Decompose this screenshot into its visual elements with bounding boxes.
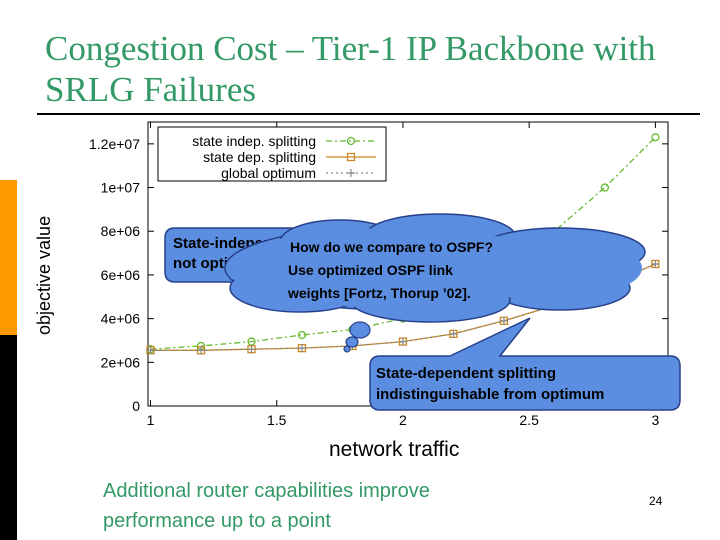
- callout-ospf-tail-1: [349, 321, 371, 339]
- point-marker: [297, 330, 307, 340]
- x-tick-label: 3: [651, 412, 659, 428]
- point-marker: [499, 316, 508, 325]
- callout-ospf-tail-2: [345, 336, 359, 348]
- point-marker: [449, 329, 458, 338]
- slide-subtitle: Additional router capabilities improve p…: [103, 480, 430, 532]
- y-tick-label: 0: [132, 398, 140, 414]
- x-tick-label: 1.5: [267, 412, 287, 428]
- x-tick-label: 2: [399, 412, 407, 428]
- callout-ospf-line-2: Use optimized OSPF link: [288, 262, 453, 278]
- sidebar-white-band: [0, 0, 17, 180]
- callout-ospf-tail-3: [343, 345, 351, 353]
- callout-state-dependent-text: State-dependent splitting indistinguisha…: [376, 365, 604, 403]
- point-marker: [197, 346, 206, 355]
- callout-ospf: How do we compare to OSPF? Use optimized…: [224, 213, 646, 353]
- title-divider: [37, 113, 700, 115]
- sidebar-orange-band: [0, 180, 17, 335]
- legend-label: state indep. splitting: [192, 133, 316, 149]
- point-marker: [346, 152, 356, 162]
- x-tick-label: 2.5: [519, 412, 539, 428]
- point-marker: [297, 344, 306, 353]
- callout-ospf-text: How do we compare to OSPF? Use optimized…: [287, 239, 497, 301]
- point-marker: [146, 346, 155, 355]
- legend-label: global optimum: [221, 165, 316, 181]
- y-tick-label: 1.2e+07: [89, 136, 140, 152]
- x-axis-label: network traffic: [329, 438, 460, 461]
- y-tick-label: 8e+06: [101, 223, 141, 239]
- point-marker: [651, 133, 660, 142]
- point-marker: [398, 337, 407, 346]
- y-tick-label: 4e+06: [101, 311, 141, 327]
- callout-state-dependent-line-2: indistinguishable from optimum: [376, 386, 604, 403]
- callout-ospf-line-1: How do we compare to OSPF?: [290, 239, 493, 255]
- point-marker: [347, 169, 355, 177]
- y-tick-label: 2e+06: [101, 354, 141, 370]
- point-marker: [600, 183, 610, 192]
- point-marker: [651, 260, 660, 268]
- slide-title: Congestion Cost – Tier-1 IP Backbone wit…: [45, 29, 656, 109]
- callout-ospf-line-3: weights [Fortz, Thorup ’02].: [287, 285, 471, 301]
- y-axis-label: objective value: [34, 215, 54, 335]
- point-marker: [346, 136, 356, 146]
- callout-state-dependent-line-1: State-dependent splitting: [376, 365, 556, 382]
- x-tick-label: 1: [147, 412, 155, 428]
- page-number: 24: [649, 494, 663, 508]
- y-tick-label: 6e+06: [101, 267, 141, 283]
- point-marker: [247, 345, 256, 354]
- callout-state-dependent: State-dependent splitting indistinguisha…: [369, 317, 681, 411]
- sidebar-black-band: [0, 335, 17, 540]
- callout-state-dependent-bubble: [369, 317, 681, 411]
- y-tick-label: 1e+07: [101, 180, 141, 196]
- axis-ticks: 0 2e+06 4e+06 6e+06 8e+06 1e+07 1.2e+07 1 1.5 2 2.…: [89, 122, 668, 428]
- legend-label: state dep. splitting: [203, 149, 316, 165]
